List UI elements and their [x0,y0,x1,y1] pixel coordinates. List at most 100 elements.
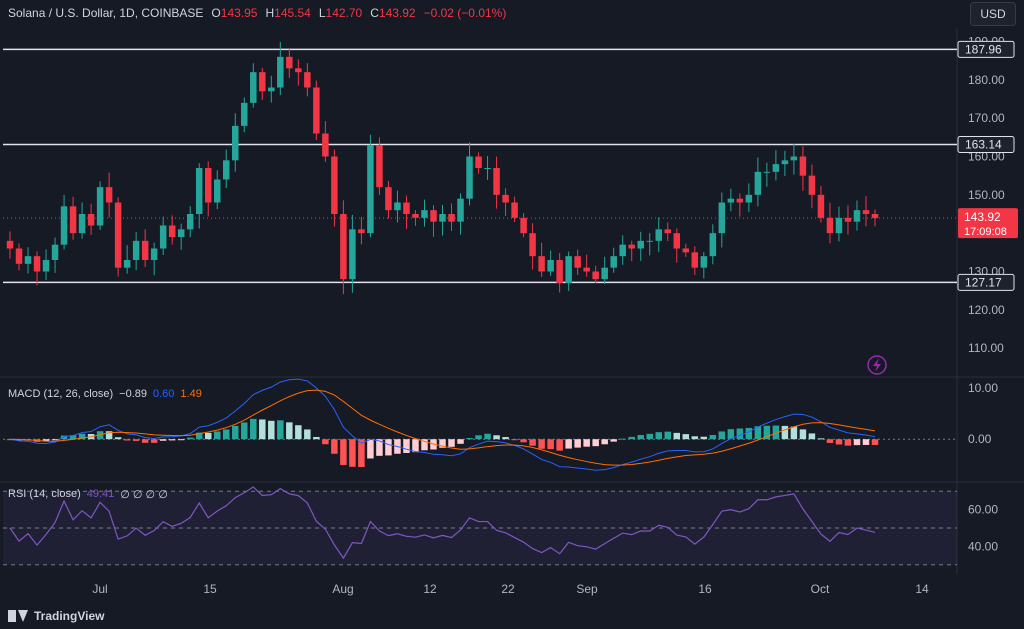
tradingview-logo[interactable]: TradingView [8,609,104,623]
candle-body [628,244,635,249]
candle-body [421,210,428,218]
candle-body [6,240,14,249]
macd-histogram-bar [141,439,149,443]
macd-histogram-bar [835,439,843,445]
macd-legend[interactable]: MACD (12, 26, close) −0.89 0.60 1.49 [8,388,202,400]
candle-body [556,260,563,283]
macd-histogram-bar [295,425,302,440]
macd-histogram-bar [403,439,410,453]
candle-body [367,145,374,234]
candle-body [844,217,852,222]
time-tick-label: Jul [92,582,107,596]
candle-body [232,125,239,161]
time-tick-label: Sep [576,582,598,596]
candle-body [105,187,113,203]
candle-body [78,214,86,234]
high-value: 145.54 [274,6,311,20]
macd-histogram-bar [457,439,464,444]
time-tick-label: 16 [698,582,712,596]
candle-body [349,229,356,280]
macd-histogram-bar [871,439,879,445]
level-price-tag [957,40,1015,58]
macd-histogram-bar [520,439,527,443]
candle-body [322,133,329,157]
price-tick-label: 120.00 [968,303,1005,317]
candle-body [709,233,717,257]
candle-body [655,229,662,241]
macd-histogram-bar [691,436,699,440]
macd-histogram-bar [177,439,185,441]
candle-body [277,56,284,88]
symbol-title[interactable]: Solana / U.S. Dollar, 1D, COINBASE [8,6,204,20]
time-tick-label: Oct [811,582,830,596]
macd-histogram-bar [322,439,329,445]
macd-histogram-bar [60,435,68,440]
macd-histogram-bar [51,439,59,441]
candle-body [177,229,185,237]
candle-body [159,225,167,249]
candle-body [547,260,554,272]
macd-line-value: 0.60 [153,388,175,400]
candle-body [241,102,248,126]
macd-histogram-bar [132,439,140,441]
candle-body [484,168,491,169]
time-tick-label: 22 [501,582,515,596]
price-tick-label: 160.00 [968,150,1005,164]
candle-body [502,194,509,203]
candle-body [51,244,59,260]
macd-histogram-bar [844,439,852,446]
candle-body [304,72,311,88]
macd-histogram-bar [78,433,86,440]
open-value: 143.95 [220,6,258,20]
macd-histogram-bar [583,439,590,447]
macd-histogram-bar [340,439,347,465]
time-tick-label: 14 [915,582,929,596]
macd-histogram-bar [754,426,762,440]
macd-histogram-bar [277,420,284,440]
macd-histogram-bar [781,425,789,440]
macd-histogram-bar [736,428,744,440]
candle-body [60,206,68,245]
rsi-tick-label: 40.00 [968,539,998,553]
macd-histogram-bar [412,439,419,453]
macd-histogram-bar [556,439,563,451]
rsi-legend[interactable]: RSI (14, close) 49.41 ∅ ∅ ∅ ∅ [8,488,168,501]
macd-histogram-bar [159,439,167,441]
candle-body [430,210,437,222]
candle-body [727,198,735,203]
candle-body [457,198,464,222]
symbol-header: Solana / U.S. Dollar, 1D, COINBASE O143.… [8,4,506,22]
close-label: C [370,6,379,20]
candle-body [259,72,266,92]
rsi-extras: ∅ ∅ ∅ ∅ [120,489,168,501]
level-price-label: 127.17 [965,275,1002,289]
candle-body [700,256,708,268]
candle-body [132,240,140,260]
low-value: 142.70 [325,6,363,20]
macd-histogram-bar [268,420,275,440]
last-price-tag [958,208,1018,239]
candle-body [376,145,383,188]
candle-body [493,168,500,195]
candle-body [141,240,149,260]
candle-body [763,171,771,173]
candle-body [204,168,212,203]
macd-histogram-bar [349,439,356,467]
lightning-icon[interactable] [867,355,887,375]
countdown-label: 17:09:08 [964,226,1007,238]
macd-histogram-bar [700,436,708,440]
candle-body [439,214,446,222]
macd-histogram-bar [195,432,203,440]
level-price-tag [957,135,1015,153]
macd-histogram-bar [655,432,662,440]
candle-body [538,256,545,272]
candle-body [195,168,203,214]
currency-button[interactable]: USD [970,2,1016,26]
macd-histogram-bar [493,435,500,440]
candle-body [646,240,653,242]
macd-histogram-bar [565,439,572,449]
rsi-tick-label: 60.00 [968,503,998,517]
macd-histogram-bar [358,439,365,468]
candle-body [69,206,77,234]
